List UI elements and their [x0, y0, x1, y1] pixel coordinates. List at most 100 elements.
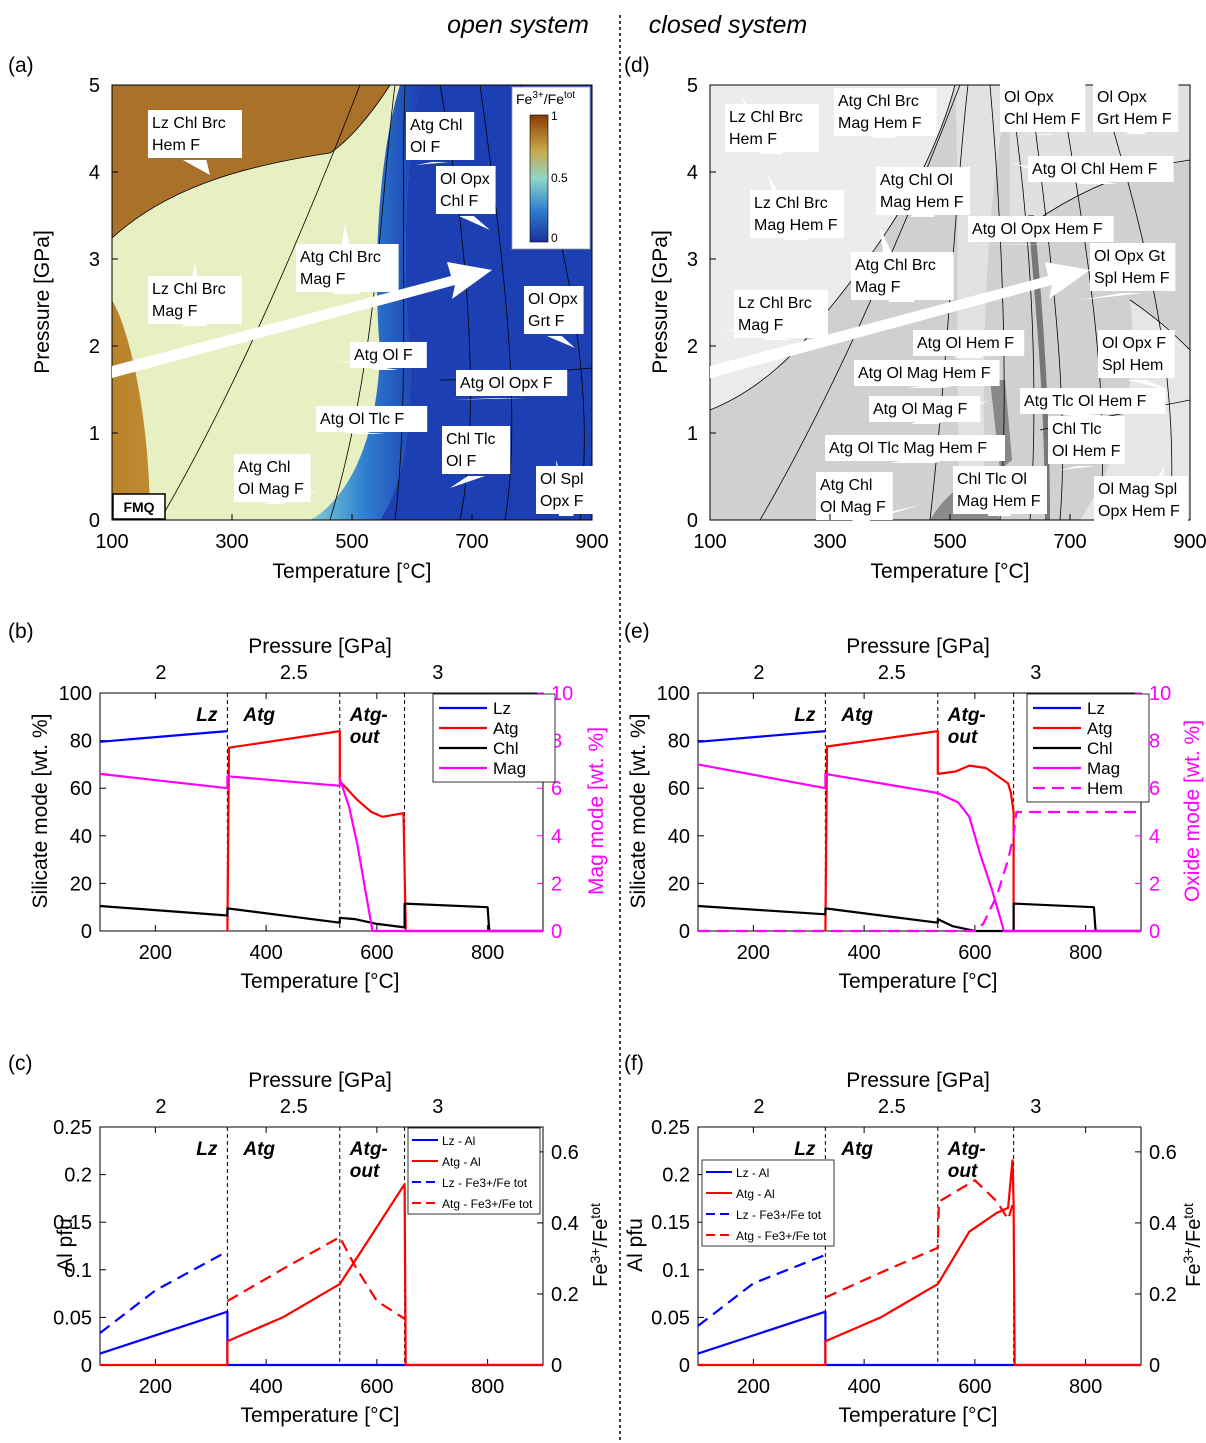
phase-label-text: Atg Ol Tlc Mag Hem F — [829, 440, 987, 457]
panel-d-letter: (d) — [624, 54, 650, 77]
y-tick-label: 80 — [668, 731, 690, 753]
phase-label-lz-chl-brc-mag-f: Lz Chl Brc Mag F — [720, 290, 828, 340]
label-box — [1000, 84, 1086, 132]
phase-label-text: Mag F — [152, 303, 198, 320]
panel-e-top-label: Pressure [GPa] — [846, 635, 990, 658]
panel-f: (f) Pressure [GPa] Temperature [°C] Al p… — [624, 1052, 1205, 1427]
phase-label-text: Grt Hem F — [1097, 111, 1172, 128]
header-closed-system: closed system — [649, 11, 807, 39]
phase-label-atg-chl-ol-f: Atg Chl Ol F — [406, 112, 475, 165]
series-line-chl — [99, 902, 543, 933]
label-box — [725, 104, 819, 152]
label-box — [834, 88, 937, 136]
zone-label-atg: Atg — [242, 705, 275, 726]
phase-label-atg-chl-brc-mag-hem-f: Atg Chl Brc Mag Hem F — [834, 88, 937, 138]
label-box — [296, 244, 399, 292]
y-tick-label: 0.2 — [64, 1165, 92, 1187]
phase-label-atg-ol-hem-f: Atg Ol Hem F — [913, 330, 1025, 358]
panel-c-ylabel: Al pfu — [54, 1218, 77, 1272]
label-box — [851, 252, 954, 300]
x-tick-label: 300 — [813, 531, 846, 553]
label-pointer — [182, 160, 210, 175]
phase-label-text: Lz Chl Brc — [152, 281, 226, 298]
phase-label-text: Opx F — [540, 493, 584, 510]
label-box — [406, 112, 475, 160]
phase-label-text: Ol F — [446, 453, 476, 470]
phase-label-ol-opx-gt-spl-hem-f: Ol Opx Gt Spl Hem F — [1080, 243, 1176, 300]
zone-label-atg-out: Atg- — [349, 1139, 388, 1160]
y2-tick-label: 4 — [1149, 826, 1160, 848]
y-tick-label: 0 — [81, 1355, 92, 1377]
series-line-mag — [697, 763, 1141, 933]
phase-label-text: Atg Chl Brc — [838, 93, 919, 110]
label-pointer — [1031, 134, 1054, 135]
phase-label-text: Atg Ol Mag F — [873, 401, 967, 418]
x-tick-label: 400 — [847, 1376, 880, 1398]
label-box — [1094, 476, 1188, 524]
panel-b: (b) Pressure [GPa] Temperature [°C] Sili… — [8, 620, 608, 993]
label-box — [234, 454, 311, 502]
phase-label-text: Ol Mag Spl — [1098, 481, 1177, 498]
legend-label: Lz - Fe3+/Fe tot — [736, 1208, 822, 1222]
zone-label-atg: Atg — [242, 1139, 275, 1160]
label-box — [734, 290, 828, 338]
phase-label-text: Chl Hem F — [1004, 111, 1081, 128]
phase-label-text: Ol F — [410, 139, 440, 156]
y2-tick-label: 8 — [551, 731, 562, 753]
phase-label-text: Ol Opx — [1004, 89, 1054, 106]
phase-label-text: Atg Chl — [410, 117, 462, 134]
panel-e: (e) Pressure [GPa] Temperature [°C] Sili… — [624, 620, 1204, 993]
legend-label: Atg - Al — [442, 1155, 481, 1169]
y-tick-label: 4 — [687, 162, 698, 184]
fmq-badge-box — [112, 493, 166, 520]
y-tick-label: 100 — [59, 683, 92, 705]
y-tick-label: 0.25 — [651, 1117, 690, 1139]
y-tick-label: 0.1 — [64, 1260, 92, 1282]
top-tick-label: 2.5 — [280, 662, 308, 684]
y2-tick-label: 0.2 — [551, 1284, 579, 1306]
y-tick-label: 0.05 — [651, 1307, 690, 1329]
colorbar: Fe3+/Fetot 1 0.5 0 — [511, 86, 591, 250]
panel-f-y2label: Fe3+/Fetot — [1180, 1203, 1205, 1287]
y-tick-label: 20 — [668, 873, 690, 895]
panel-f-top-label: Pressure [GPa] — [846, 1069, 990, 1092]
phase-label-text: Ol Mag F — [238, 481, 304, 498]
y2-tick-label: 4 — [551, 826, 562, 848]
phase-label-text: Atg Ol Hem F — [917, 335, 1014, 352]
phase-label-text: Lz Chl Brc — [738, 295, 812, 312]
y-tick-label: 2 — [89, 336, 100, 358]
label-box — [316, 406, 428, 432]
boundary-line — [1059, 85, 1103, 520]
label-box — [350, 342, 427, 368]
y-tick-label: 0.05 — [53, 1307, 92, 1329]
phase-label-text: Chl F — [440, 193, 478, 210]
x-tick-label: 200 — [737, 942, 770, 964]
x-tick-label: 600 — [958, 1376, 991, 1398]
label-box — [876, 167, 970, 215]
x-tick-label: 400 — [249, 1376, 282, 1398]
phase-label-text: Atg Chl Brc — [855, 257, 936, 274]
y2-tick-label: 0 — [551, 1355, 562, 1377]
y-tick-label: 3 — [89, 249, 100, 271]
y-tick-label: 0.1 — [662, 1260, 690, 1282]
panel-d: (d) Lz Chl Brc Hem F Atg Chl Brc Mag Hem F O… — [624, 54, 1206, 583]
x-tick-label: 800 — [471, 942, 504, 964]
header-open-system: open system — [447, 11, 589, 39]
phase-label-text: Atg Chl Brc — [300, 249, 381, 266]
series-line-lz-al — [99, 1310, 543, 1367]
phase-label-text: Atg Ol Tlc F — [320, 411, 404, 428]
label-box — [1098, 330, 1175, 378]
series-line-lz-fe3-fe-tot — [697, 1253, 826, 1327]
panel-b-xlabel: Temperature [°C] — [241, 970, 400, 993]
legend-label: Lz - Al — [442, 1134, 475, 1148]
x-tick-label: 500 — [933, 531, 966, 553]
legend — [407, 1127, 541, 1215]
label-pointer — [450, 476, 485, 488]
label-box — [1090, 243, 1176, 291]
y-tick-label: 1 — [687, 423, 698, 445]
phase-label-text: Atg Ol F — [354, 347, 413, 364]
zone-label-atg-out: Atg- — [947, 705, 986, 726]
y-tick-label: 20 — [70, 873, 92, 895]
phase-label-text: Ol Spl — [540, 471, 584, 488]
phase-label-text: Spl Hem F — [1094, 270, 1170, 287]
